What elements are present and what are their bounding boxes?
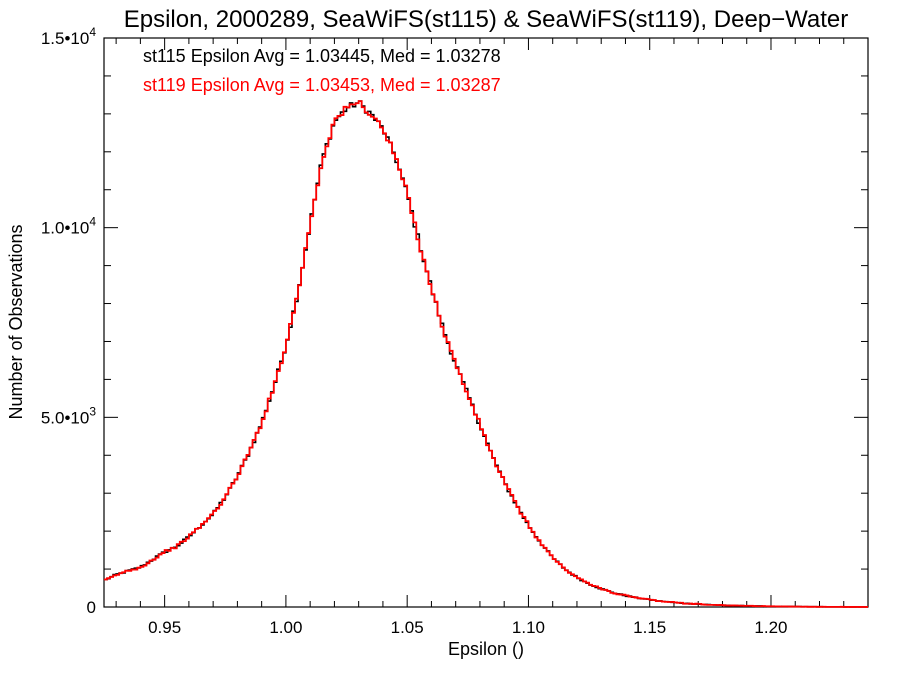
y-tick-label: 1.5•104 bbox=[41, 25, 97, 48]
y-tick-exponent: 3 bbox=[89, 404, 96, 418]
y-tick-label: 0 bbox=[87, 598, 96, 617]
x-tick-label: 0.95 bbox=[148, 618, 181, 637]
x-tick-label: 1.10 bbox=[512, 618, 545, 637]
series-st115-line bbox=[104, 100, 868, 608]
y-tick-base: 0 bbox=[87, 598, 96, 617]
y-tick-base: 1.0•10 bbox=[41, 219, 90, 238]
y-tick-base: 5.0•10 bbox=[41, 408, 90, 427]
chart-title: Epsilon, 2000289, SeaWiFS(st115) & SeaWi… bbox=[124, 6, 849, 33]
y-tick-exponent: 4 bbox=[89, 215, 96, 229]
series-layer bbox=[104, 100, 868, 608]
x-tick-label: 1.00 bbox=[269, 618, 302, 637]
y-tick-label: 5.0•103 bbox=[41, 404, 97, 427]
y-axis-label: Number of Observations bbox=[6, 224, 26, 419]
x-tick-label: 1.05 bbox=[391, 618, 424, 637]
y-tick-exponent: 4 bbox=[89, 25, 96, 39]
legend-entry-st119: st119 Epsilon Avg = 1.03453, Med = 1.032… bbox=[143, 75, 501, 95]
y-tick-label: 1.0•104 bbox=[41, 215, 97, 238]
y-tick-base: 1.5•10 bbox=[41, 29, 90, 48]
series-st119-line bbox=[104, 100, 868, 608]
x-tick-label: 1.20 bbox=[754, 618, 787, 637]
x-axis: 0.95 1.00 1.05 1.10 1.15 1.20 bbox=[115, 38, 845, 637]
x-tick-label: 1.15 bbox=[633, 618, 666, 637]
x-axis-label: Epsilon () bbox=[448, 639, 524, 659]
legend-entry-st115: st115 Epsilon Avg = 1.03445, Med = 1.032… bbox=[143, 46, 501, 66]
plot-frame bbox=[103, 37, 869, 608]
